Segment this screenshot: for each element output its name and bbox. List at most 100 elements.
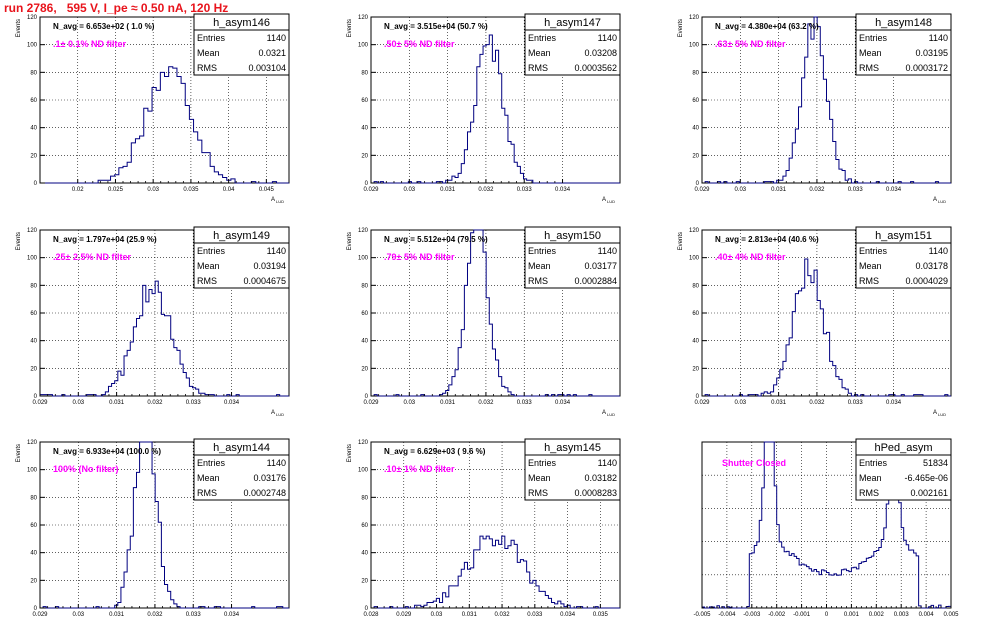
- stats-label: Entries: [528, 33, 557, 43]
- x-tick-label: -0.001: [793, 612, 811, 618]
- x-tick-label: 0.029: [694, 187, 710, 193]
- x-tick-label: -0.005: [693, 612, 711, 618]
- y-tick-label: 40: [30, 126, 37, 132]
- histogram-line: [702, 258, 951, 397]
- stats-box: [193, 13, 290, 76]
- panel-h_asym149: 0.029 0.03 0.031 0.032 0.033 0.034 0 20 40 60 80 10…: [16, 226, 290, 417]
- n-avg-label: N_avg = 1.797e+04 (25.9 %): [53, 235, 157, 244]
- x-axis-title-sub: LUD: [607, 199, 615, 204]
- x-axis-title: A: [271, 410, 275, 416]
- y-tick-label: 120: [689, 228, 700, 234]
- stats-label: RMS: [528, 276, 548, 286]
- panel-hPed_asym: -0.005 -0.004 -0.003 -0.002 -0.001 0 0.001 0.00…: [693, 438, 959, 618]
- y-tick-label: 80: [30, 70, 37, 76]
- x-axis-title-sub: LUD: [607, 412, 615, 417]
- y-tick-label: 80: [361, 495, 368, 501]
- x-tick-label: 0.004: [919, 612, 935, 618]
- n-avg-label: N_avg = 6.653e+02 ( 1.0 %): [53, 22, 155, 31]
- stats-value: 0.03178: [915, 261, 948, 271]
- y-tick-label: 0: [34, 181, 38, 187]
- stats-value: 0.03194: [253, 261, 286, 271]
- x-tick-label: 0.032: [809, 187, 825, 193]
- stats-value: 0.03176: [253, 473, 286, 483]
- y-tick-label: 40: [30, 551, 37, 557]
- x-tick-label: 0.033: [517, 400, 533, 406]
- x-tick-label: 0.03: [403, 187, 415, 193]
- x-tick-label: 0.001: [844, 612, 860, 618]
- x-tick-label: 0.029: [32, 612, 48, 618]
- stats-value: 0.0004675: [243, 276, 286, 286]
- y-tick-label: 60: [361, 523, 368, 529]
- x-axis-title-sub: LUD: [276, 199, 284, 204]
- x-tick-label: 0.002: [869, 612, 885, 618]
- x-tick-label: 0.029: [32, 400, 48, 406]
- y-tick-label: 20: [361, 578, 368, 584]
- stats-box: [855, 226, 952, 289]
- y-tick-label: 80: [361, 283, 368, 289]
- stats-label: RMS: [197, 488, 217, 498]
- stats-title: hPed_asym: [874, 442, 932, 454]
- stats-value: 0.0003172: [905, 63, 948, 73]
- x-axis-title-sub: LUD: [276, 412, 284, 417]
- y-tick-label: 40: [692, 339, 699, 345]
- histogram-line: [40, 66, 289, 184]
- x-tick-label: 0.033: [848, 400, 864, 406]
- stats-value: 1140: [267, 246, 286, 256]
- stats-label: Entries: [197, 246, 226, 256]
- x-tick-label: 0.032: [147, 612, 163, 618]
- y-tick-label: 20: [692, 153, 699, 159]
- x-tick-label: 0.03: [734, 187, 746, 193]
- stats-label: RMS: [859, 488, 879, 498]
- stats-value: 0.03195: [915, 48, 948, 58]
- panel-h_asym150: 0.029 0.03 0.031 0.032 0.033 0.034 0 20 40 60 80 10…: [347, 226, 621, 417]
- y-tick-label: 80: [30, 495, 37, 501]
- stats-title: h_asym150: [544, 230, 601, 242]
- y-tick-label: 80: [692, 70, 699, 76]
- y-axis-title: Events: [347, 19, 353, 37]
- x-tick-label: 0.034: [886, 400, 902, 406]
- stats-value: 0.0002884: [574, 276, 617, 286]
- x-tick-label: 0.028: [363, 612, 379, 618]
- stats-value: 51834: [923, 458, 948, 468]
- y-tick-label: 0: [365, 606, 369, 612]
- x-tick-label: 0.034: [560, 612, 576, 618]
- y-tick-label: 120: [27, 228, 38, 234]
- y-tick-label: 80: [30, 283, 37, 289]
- x-tick-label: -0.004: [718, 612, 736, 618]
- y-tick-label: 100: [689, 256, 700, 262]
- y-tick-label: 100: [358, 256, 369, 262]
- x-tick-label: 0.033: [848, 187, 864, 193]
- histogram-line: [39, 280, 289, 397]
- stats-box: [524, 226, 621, 289]
- stats-title: h_asym145: [544, 442, 601, 454]
- stats-value: 1140: [598, 458, 617, 468]
- stats-label: Mean: [528, 473, 551, 483]
- stats-label: Entries: [197, 33, 226, 43]
- x-axis-title: A: [933, 197, 937, 203]
- n-avg-label: N_avg = 2.813e+04 (40.6 %): [715, 235, 819, 244]
- y-tick-label: 40: [361, 551, 368, 557]
- y-tick-label: 100: [689, 43, 700, 49]
- stats-value: 1140: [929, 246, 948, 256]
- x-tick-label: 0.04: [223, 187, 235, 193]
- panel-h_asym147: 0.029 0.03 0.031 0.032 0.033 0.034 0 20 40 60 80 10…: [347, 13, 621, 204]
- y-tick-label: 20: [30, 578, 37, 584]
- stats-value: 0.0008283: [574, 488, 617, 498]
- x-tick-label: 0.045: [259, 187, 275, 193]
- x-axis-title: A: [602, 410, 606, 416]
- filter-annotation: .40± 4% ND filter: [715, 252, 786, 262]
- n-avg-label: N_avg = 3.515e+04 (50.7 %): [384, 22, 488, 31]
- y-tick-label: 60: [30, 98, 37, 104]
- y-tick-label: 80: [361, 70, 368, 76]
- filter-annotation: .10± 1% ND filter: [384, 464, 455, 474]
- y-tick-label: 40: [692, 126, 699, 132]
- stats-title: h_asym148: [875, 17, 932, 29]
- x-tick-label: 0.03: [403, 400, 415, 406]
- x-tick-label: 0.025: [108, 187, 124, 193]
- stats-value: 0.0002748: [243, 488, 286, 498]
- y-tick-label: 60: [361, 98, 368, 104]
- stats-title: h_asym149: [213, 230, 270, 242]
- x-tick-label: 0.03: [431, 612, 443, 618]
- x-tick-label: 0.03: [72, 612, 84, 618]
- run-title: run 2786, 595 V, I_pe ≈ 0.50 nA, 120 Hz: [4, 1, 229, 15]
